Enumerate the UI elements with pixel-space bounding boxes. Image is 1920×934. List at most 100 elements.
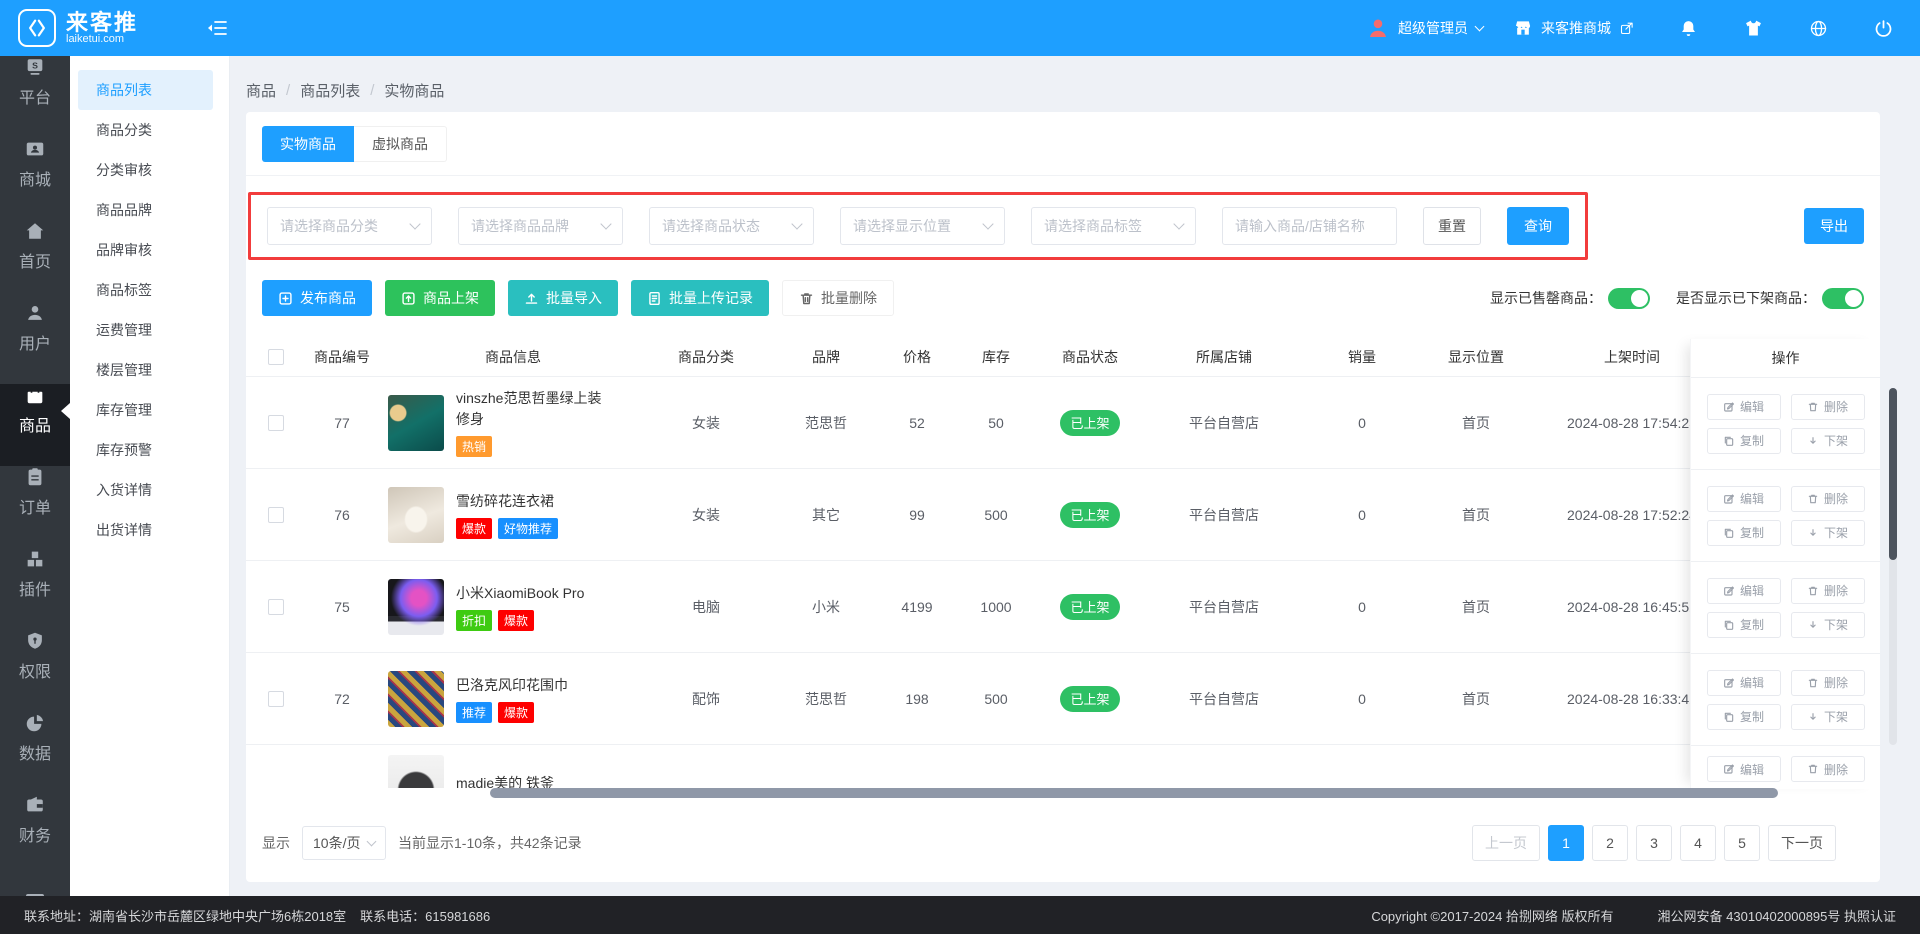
chevron-down-icon: [600, 218, 612, 230]
product-sales: 0: [1358, 506, 1366, 523]
user-menu[interactable]: 超级管理员: [1366, 16, 1485, 40]
submenu-item-goods-category[interactable]: 商品分类: [96, 122, 152, 138]
edit-button[interactable]: 编辑: [1706, 669, 1781, 696]
breadcrumb-goods-list[interactable]: 商品列表: [300, 83, 361, 100]
product-name[interactable]: 巴洛克风印花围巾: [456, 676, 568, 693]
product-image[interactable]: [388, 755, 444, 788]
delete-button[interactable]: 删除: [1790, 485, 1865, 512]
page-button-5[interactable]: 5: [1724, 825, 1760, 861]
tab-physical-goods[interactable]: 实物商品: [262, 125, 354, 162]
batch-delete-button[interactable]: 批量删除: [782, 280, 894, 316]
logo-domain: laiketui.com: [66, 32, 125, 45]
category-select[interactable]: 请选择商品分类: [267, 207, 432, 245]
language-button[interactable]: [1808, 18, 1829, 39]
edit-button[interactable]: 编辑: [1706, 485, 1781, 512]
row-checkbox[interactable]: [268, 506, 284, 523]
sidebar-item-data[interactable]: 数据: [0, 712, 70, 794]
submenu-item-inventory[interactable]: 库存管理: [96, 402, 152, 418]
batch-upload-record-button[interactable]: 批量上传记录: [631, 280, 769, 316]
vertical-scrollbar-thumb[interactable]: [1889, 388, 1897, 560]
submenu-item-goods-brand[interactable]: 商品品牌: [96, 202, 152, 218]
sidebar-item-permissions[interactable]: 权限: [0, 630, 70, 712]
page-button-1[interactable]: 1: [1548, 825, 1584, 861]
batch-import-button[interactable]: 批量导入: [508, 280, 618, 316]
reset-button[interactable]: 重置: [1423, 207, 1481, 245]
sidebar-item-finance[interactable]: 财务: [0, 794, 70, 876]
off-shelf-button[interactable]: 下架: [1790, 611, 1865, 638]
row-checkbox[interactable]: [268, 414, 284, 431]
submenu-item-outbound[interactable]: 出货详情: [96, 522, 152, 538]
footer-record-number[interactable]: 湘公网安备 43010402000895号 执照认证: [1657, 908, 1896, 924]
edit-button[interactable]: 编辑: [1706, 577, 1781, 604]
delete-button[interactable]: 删除: [1790, 577, 1865, 604]
product-image[interactable]: [388, 670, 444, 727]
product-image[interactable]: [388, 394, 444, 451]
goods-on-shelf-button[interactable]: 商品上架: [385, 280, 495, 316]
delete-button[interactable]: 删除: [1790, 393, 1865, 420]
off-shelf-button[interactable]: 下架: [1790, 703, 1865, 730]
mall-decorate-button[interactable]: [1743, 18, 1764, 39]
submenu-item-inbound[interactable]: 入货详情: [96, 482, 152, 498]
product-name[interactable]: 小米XiaomiBook Pro: [456, 584, 585, 601]
position-select[interactable]: 请选择显示位置: [840, 207, 1005, 245]
off-shelf-button[interactable]: 下架: [1790, 519, 1865, 546]
row-checkbox[interactable]: [268, 598, 284, 615]
copy-button[interactable]: 复制: [1706, 519, 1781, 546]
logout-button[interactable]: [1873, 18, 1894, 39]
sidebar-item-users[interactable]: 用户: [0, 302, 70, 384]
vertical-scrollbar[interactable]: [1889, 388, 1897, 745]
edit-button[interactable]: 编辑: [1706, 756, 1781, 782]
shelf-up-icon: [402, 291, 415, 305]
sidebar-item-partial[interactable]: [0, 876, 70, 896]
product-name[interactable]: madie美的 铁釜: [456, 774, 555, 789]
edit-button[interactable]: 编辑: [1706, 393, 1781, 420]
next-page-button[interactable]: 下一页: [1768, 825, 1836, 861]
select-all-checkbox[interactable]: [268, 349, 284, 365]
sidebar-item-orders[interactable]: 订单: [0, 466, 70, 548]
copy-button[interactable]: 复制: [1706, 427, 1781, 454]
page-size-select[interactable]: 10条/页: [302, 826, 386, 860]
collapse-menu-icon[interactable]: [206, 18, 228, 38]
prev-page-button[interactable]: 上一页: [1472, 825, 1540, 861]
sidebar-item-goods[interactable]: 商品: [0, 384, 70, 466]
row-checkbox[interactable]: [268, 690, 284, 707]
query-button[interactable]: 查询: [1507, 207, 1569, 245]
product-image[interactable]: [388, 486, 444, 543]
page-button-2[interactable]: 2: [1592, 825, 1628, 861]
tag-select[interactable]: 请选择商品标签: [1031, 207, 1196, 245]
submenu-item-category-review[interactable]: 分类审核: [96, 162, 152, 178]
sold-out-toggle[interactable]: [1608, 287, 1650, 309]
export-button[interactable]: 导出: [1804, 208, 1864, 244]
publish-goods-button[interactable]: 发布商品: [262, 280, 372, 316]
sidebar-item-mall[interactable]: 商城: [0, 138, 70, 220]
submenu-item-brand-review[interactable]: 品牌审核: [96, 242, 152, 258]
off-shelf-button[interactable]: 下架: [1790, 427, 1865, 454]
product-image[interactable]: [388, 578, 444, 635]
product-name[interactable]: 雪纺碎花连衣裙: [456, 492, 554, 509]
mall-link[interactable]: 来客推商城: [1513, 18, 1634, 38]
sidebar-item-home[interactable]: 首页: [0, 220, 70, 302]
status-select[interactable]: 请选择商品状态: [649, 207, 814, 245]
off-shelf-toggle[interactable]: [1822, 287, 1864, 309]
brand-select[interactable]: 请选择商品品牌: [458, 207, 623, 245]
tab-virtual-goods[interactable]: 虚拟商品: [354, 125, 447, 162]
copy-button[interactable]: 复制: [1706, 611, 1781, 638]
keyword-input[interactable]: [1222, 207, 1397, 245]
page-button-3[interactable]: 3: [1636, 825, 1672, 861]
submenu-item-goods-list[interactable]: 商品列表: [78, 70, 213, 110]
notifications-button[interactable]: [1678, 18, 1699, 39]
sidebar-item-plugins[interactable]: 插件: [0, 548, 70, 630]
sidebar-item-platform[interactable]: S 平台: [0, 56, 70, 138]
submenu-item-freight[interactable]: 运费管理: [96, 322, 152, 338]
delete-button[interactable]: 删除: [1790, 669, 1865, 696]
delete-button[interactable]: 删除: [1790, 756, 1865, 782]
page-button-4[interactable]: 4: [1680, 825, 1716, 861]
app-logo[interactable]: 来客推 laiketui.com: [0, 9, 192, 47]
submenu-item-floor[interactable]: 楼层管理: [96, 362, 152, 378]
submenu-item-stock-warning[interactable]: 库存预警: [96, 442, 152, 458]
horizontal-scrollbar[interactable]: [490, 788, 1778, 798]
submenu-item-goods-tags[interactable]: 商品标签: [96, 282, 152, 298]
product-name[interactable]: vinszhe范思哲墨绿上装 修身: [456, 390, 602, 427]
copy-button[interactable]: 复制: [1706, 703, 1781, 730]
breadcrumb-goods[interactable]: 商品: [246, 83, 277, 100]
